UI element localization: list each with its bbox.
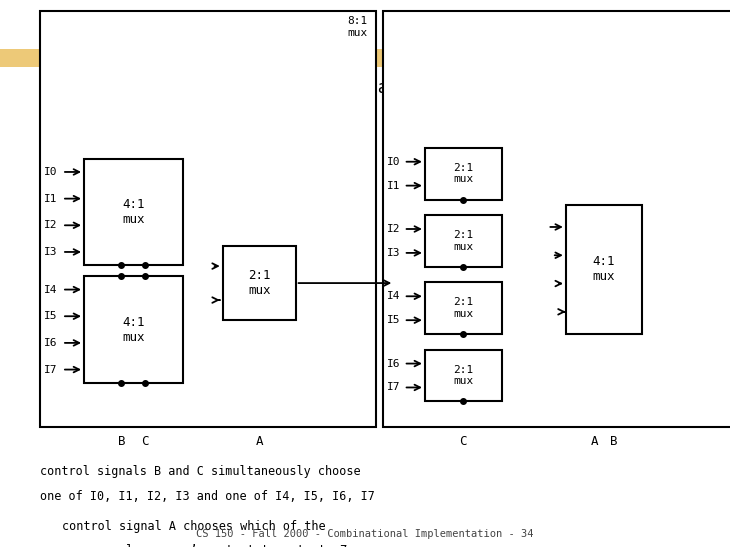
Bar: [84, 276, 182, 383]
Text: 4:1
mux: 4:1 mux: [122, 316, 145, 344]
Text: I6: I6: [44, 338, 57, 348]
Text: 2:1
mux: 2:1 mux: [453, 163, 473, 184]
Text: I3: I3: [44, 247, 57, 257]
Bar: [40, 11, 376, 427]
Bar: [223, 246, 296, 320]
Text: 4:1
mux: 4:1 mux: [593, 255, 615, 283]
Bar: [566, 205, 642, 334]
Text: upper or lower mux’s output to gate to Z: upper or lower mux’s output to gate to Z: [62, 544, 347, 547]
Text: I7: I7: [44, 364, 57, 375]
Text: I7: I7: [387, 382, 400, 392]
Text: control signals B and C simultaneously choose: control signals B and C simultaneously c…: [40, 465, 361, 478]
Text: I0: I0: [387, 157, 400, 167]
Bar: [425, 215, 502, 267]
Text: CS 150 - Fall 2000 - Combinational Implementation - 34: CS 150 - Fall 2000 - Combinational Imple…: [196, 529, 534, 539]
Text: I2: I2: [44, 220, 57, 230]
Text: 2:1
mux: 2:1 mux: [248, 269, 270, 297]
Text: C: C: [459, 435, 467, 448]
Text: I3: I3: [387, 248, 400, 258]
Text: Z: Z: [396, 276, 404, 290]
Text: 2:1
mux: 2:1 mux: [453, 230, 473, 252]
Bar: [383, 11, 730, 427]
Text: control signal A chooses which of the: control signal A chooses which of the: [62, 520, 326, 533]
Text: I1: I1: [44, 194, 57, 203]
Bar: [425, 148, 502, 200]
Text: I5: I5: [44, 311, 57, 321]
Text: 2:1
mux: 2:1 mux: [453, 365, 473, 386]
Text: I2: I2: [387, 224, 400, 234]
Text: I4: I4: [387, 292, 400, 301]
Text: 8:1
mux: 8:1 mux: [347, 16, 367, 38]
Bar: [425, 350, 502, 401]
Text: I5: I5: [387, 315, 400, 325]
Text: 4:1
mux: 4:1 mux: [122, 198, 145, 226]
Text: Cascading Multiplexers: Cascading Multiplexers: [40, 25, 350, 49]
Text: I4: I4: [44, 284, 57, 295]
Text: B: B: [610, 435, 617, 448]
Bar: [425, 282, 502, 334]
Text: one of I0, I1, I2, I3 and one of I4, I5, I6, I7: one of I0, I1, I2, I3 and one of I4, I5,…: [40, 490, 375, 503]
Text: I0: I0: [44, 167, 57, 177]
Bar: [0, 49, 730, 67]
Text: 2:1
mux: 2:1 mux: [453, 298, 473, 319]
Text: A: A: [255, 435, 263, 448]
Text: B: B: [118, 435, 125, 448]
Text: Large multiplexers implemented by cascading smaller ones: Large multiplexers implemented by cascad…: [62, 79, 564, 97]
Bar: [84, 159, 182, 265]
Text: ❖: ❖: [40, 79, 58, 98]
Text: I1: I1: [387, 181, 400, 190]
Text: I6: I6: [387, 359, 400, 369]
Text: C: C: [142, 435, 149, 448]
Text: A: A: [591, 435, 599, 448]
